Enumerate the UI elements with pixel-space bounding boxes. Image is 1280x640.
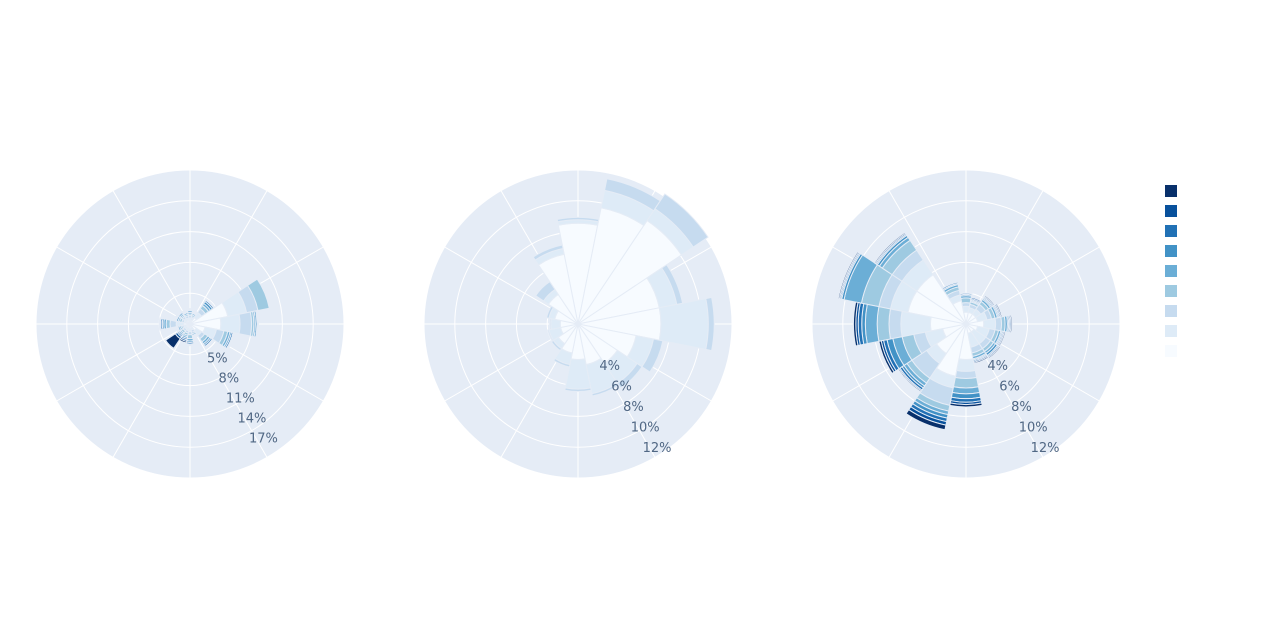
radial-tick-label: 8% [218, 371, 239, 386]
wind-bar-segment [876, 306, 892, 342]
angular-gridline [56, 246, 191, 325]
wind-bar-segment [897, 368, 922, 393]
wind-bar-segment [973, 355, 990, 365]
wind-bar-segment [616, 362, 643, 389]
wind-bar-segment [175, 309, 183, 317]
wind-bar-segment [564, 387, 592, 393]
wind-bar-segment [878, 340, 895, 375]
wind-bar-segment [181, 309, 188, 314]
radial-tick-label: 4% [987, 359, 1008, 374]
wind-bar-segment [546, 305, 555, 319]
wind-bar-segment [164, 333, 181, 350]
wind-bar-segment [547, 329, 555, 342]
wind-bar-segment [175, 326, 180, 333]
wind-bar-segment [550, 318, 562, 330]
wind-bar-segment [192, 334, 199, 339]
radial-tick-label: 12% [643, 441, 672, 456]
angular-gridline [56, 323, 191, 402]
angular-gridline [189, 323, 268, 458]
wind-bar-segment [1009, 314, 1013, 334]
wind-bar-segment [603, 178, 661, 212]
wind-bar-segment [238, 311, 253, 337]
legend-swatch[interactable] [1165, 325, 1177, 337]
wind-bar-segment [949, 402, 983, 408]
wind-bar-segment [705, 296, 715, 352]
wind-bar-segment [654, 193, 709, 248]
polar-chart-2: 4% 6% 8% 10% 12% [423, 169, 733, 479]
legend-swatch[interactable] [1165, 205, 1177, 217]
radial-tick-label: 8% [1011, 400, 1032, 415]
wind-bar-segment [873, 231, 907, 265]
wind-bar-segment [185, 343, 195, 347]
wind-bar-segment [888, 308, 903, 340]
radial-tick-label: 10% [1019, 421, 1048, 436]
wind-bar-segment [983, 294, 996, 307]
wind-bar-segment [158, 317, 162, 331]
radial-tick-label: 5% [207, 351, 228, 366]
wind-bar-segment [997, 331, 1007, 348]
radial-tick-label: 12% [1031, 441, 1060, 456]
legend-swatch[interactable] [1165, 345, 1177, 357]
wind-bar-segment [532, 244, 564, 261]
legend-swatch[interactable] [1165, 285, 1177, 297]
wind-bar-segment [186, 308, 194, 311]
radial-tick-label: 8% [623, 400, 644, 415]
wind-bar-segment [552, 357, 571, 368]
wind-bar-segment [591, 382, 620, 397]
radial-tick-label: 10% [631, 421, 660, 436]
radial-tick-label: 14% [237, 411, 266, 426]
wind-bar-segment [864, 303, 880, 345]
polar-chart-3: 4% 6% 8% 10% 12% [811, 169, 1121, 479]
wind-bar-segment [959, 292, 973, 296]
radial-tick-label: 4% [599, 359, 620, 374]
legend-swatch[interactable] [1165, 265, 1177, 277]
wind-bar-segment [549, 317, 552, 331]
wind-bar-segment [905, 408, 947, 431]
radial-tick-label: 6% [611, 380, 632, 395]
radial-tick-label: 17% [249, 431, 278, 446]
angular-gridline [112, 323, 191, 458]
wind-bar-segment [534, 280, 556, 302]
polar-chart-1: 5% 8% 11% 14% 17% [35, 169, 345, 479]
angular-gridline [112, 190, 191, 325]
wind-bar-segment [956, 358, 976, 372]
wind-bar-segment [191, 309, 199, 314]
legend-swatch[interactable] [1165, 245, 1177, 257]
radial-tick-label: 11% [226, 391, 255, 406]
wind-bar-segment [994, 302, 1003, 318]
legend [1165, 185, 1177, 357]
legend-swatch[interactable] [1165, 305, 1177, 317]
wind-bar-segment [941, 281, 959, 291]
wind-bar-segment [952, 376, 980, 389]
wind-bar-segment [954, 369, 978, 379]
wind-bar-segment [556, 216, 600, 223]
wind-bar-segment [970, 296, 982, 304]
radial-tick-label: 6% [999, 380, 1020, 395]
wind-bar-segment [994, 316, 1003, 332]
wind-bar-segment [255, 310, 260, 338]
wind-bar-segment [204, 338, 215, 349]
wind-bar-segment [205, 298, 216, 309]
wind-bar-segment [960, 297, 972, 304]
wind-bar-segment [661, 264, 684, 305]
legend-swatch[interactable] [1165, 225, 1177, 237]
legend-swatch[interactable] [1165, 185, 1177, 197]
wind-bar-segment [658, 297, 709, 351]
angular-gridline [189, 190, 268, 325]
wind-bar-segment [226, 332, 236, 350]
wind-bar-segment [852, 301, 859, 347]
wind-bar-segment [837, 250, 860, 300]
wind-bar-segment [246, 278, 270, 312]
